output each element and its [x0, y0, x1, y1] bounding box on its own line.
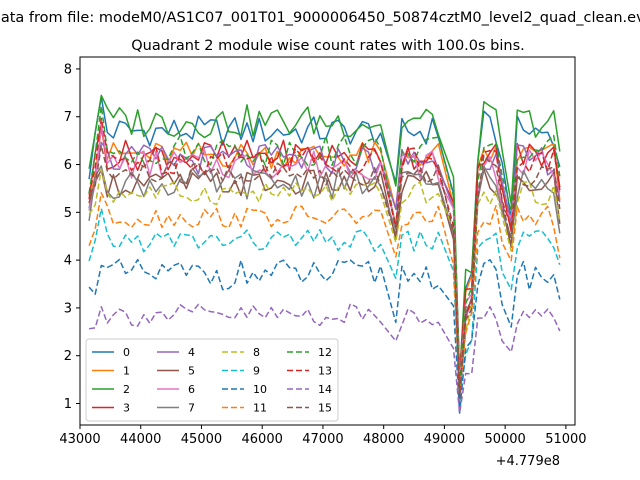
y-tick-label: 2 — [64, 349, 72, 364]
series-line-8 — [88, 168, 561, 395]
x-tick-label: 46000 — [242, 432, 283, 447]
series-line-14 — [88, 303, 561, 414]
y-tick-label: 4 — [64, 254, 72, 269]
legend-label: 6 — [188, 383, 195, 396]
y-axis: 1 2 3 4 5 6 7 8 — [64, 62, 80, 412]
series-line-10 — [88, 258, 561, 414]
legend-box — [85, 338, 339, 422]
legend-label: 0 — [123, 346, 130, 359]
y-tick-label: 1 — [64, 397, 72, 412]
series-line-15 — [88, 144, 561, 400]
x-tick-label: 48000 — [363, 432, 404, 447]
legend-label: 7 — [188, 402, 195, 415]
figure-suptitle: Data from file: modeM0/AS1C07_001T01_900… — [0, 10, 640, 26]
x-tick-label: 43000 — [59, 432, 100, 447]
y-tick-label: 3 — [64, 301, 72, 316]
legend-label: 12 — [318, 346, 332, 359]
x-tick-label: 51000 — [545, 432, 586, 447]
x-tick-label: 47000 — [302, 432, 343, 447]
legend-label: 15 — [318, 402, 332, 415]
series-line-13 — [88, 117, 561, 398]
x-tick-label: 49000 — [424, 432, 465, 447]
legend-label: 14 — [318, 383, 332, 396]
x-tick-label: 44000 — [120, 432, 161, 447]
legend-label: 13 — [318, 365, 332, 378]
y-tick-label: 5 — [64, 206, 72, 221]
legend-label: 1 — [123, 365, 130, 378]
x-axis: 43000 44000 45000 46000 47000 48000 49000 50000… — [59, 425, 587, 447]
chart-title: Quadrant 2 module wise count rates with … — [131, 38, 525, 54]
y-tick-label: 7 — [64, 110, 72, 125]
series-line-7 — [88, 165, 561, 408]
legend-label: 10 — [253, 383, 267, 396]
axes-frame — [79, 56, 576, 426]
series-line-9 — [88, 207, 561, 404]
legend-label: 3 — [123, 402, 130, 415]
x-tick-label: 50000 — [484, 432, 525, 447]
legend-label: 8 — [253, 346, 260, 359]
x-offset-label: +4.779e8 — [496, 454, 560, 469]
x-tick-label: 45000 — [181, 432, 222, 447]
y-tick-label: 6 — [64, 158, 72, 173]
legend-label: 9 — [253, 365, 260, 378]
series-line-11 — [88, 192, 561, 395]
legend-label: 11 — [253, 402, 267, 415]
y-tick-label: 8 — [64, 62, 72, 77]
legend-label: 2 — [123, 383, 130, 396]
legend-label: 4 — [188, 346, 195, 359]
series-line-2 — [88, 94, 561, 379]
plot-lines — [88, 94, 561, 414]
legend-label: 5 — [188, 365, 195, 378]
